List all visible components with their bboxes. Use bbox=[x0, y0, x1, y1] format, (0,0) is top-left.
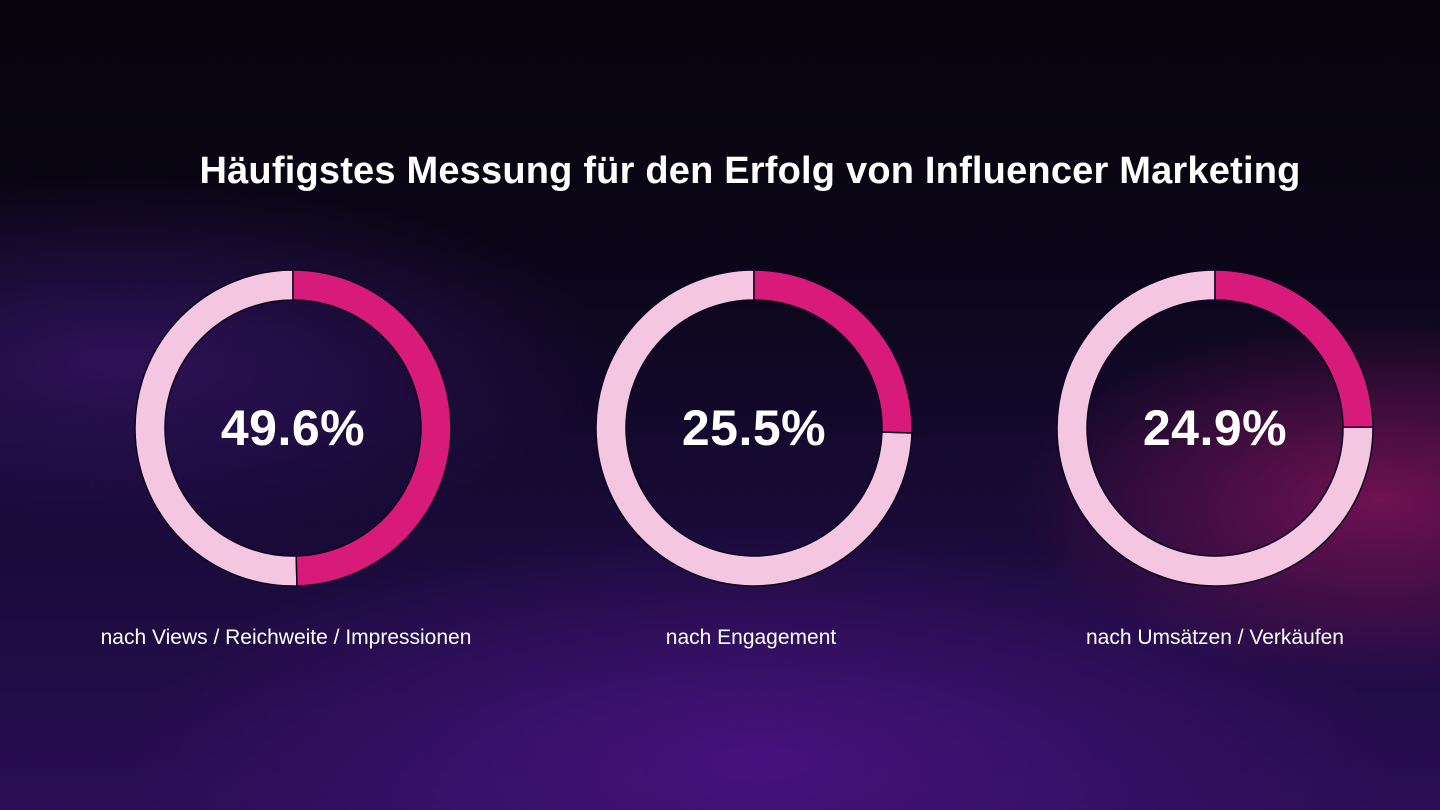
donut-label-engagement: nach Engagement bbox=[665, 626, 837, 649]
donut-svg-views bbox=[134, 269, 452, 587]
donut-remainder-segment bbox=[134, 269, 298, 587]
donut-remainder-segment bbox=[1056, 269, 1374, 587]
donut-label-sales: nach Umsätzen / Verkäufen bbox=[1086, 626, 1344, 649]
donut-chart-sales: 24.9% bbox=[1055, 268, 1375, 588]
donut-value-segment bbox=[1214, 269, 1374, 428]
donut-value-segment bbox=[753, 269, 913, 434]
donut-chart-views: 49.6% bbox=[133, 268, 453, 588]
donut-svg-engagement bbox=[595, 269, 913, 587]
donut-value-sales: 24.9% bbox=[1142, 400, 1288, 456]
chart-title: Häufigstes Messung für den Erfolg von In… bbox=[199, 150, 1301, 192]
donut-value-views: 49.6% bbox=[220, 400, 366, 456]
donut-value-engagement: 25.5% bbox=[681, 400, 827, 456]
donut-value-segment bbox=[292, 269, 452, 587]
donut-svg-sales bbox=[1056, 269, 1374, 587]
donut-chart-engagement: 25.5% bbox=[594, 268, 914, 588]
donut-remainder-segment bbox=[595, 269, 913, 587]
donut-label-views: nach Views / Reichweite / Impressionen bbox=[100, 626, 472, 649]
